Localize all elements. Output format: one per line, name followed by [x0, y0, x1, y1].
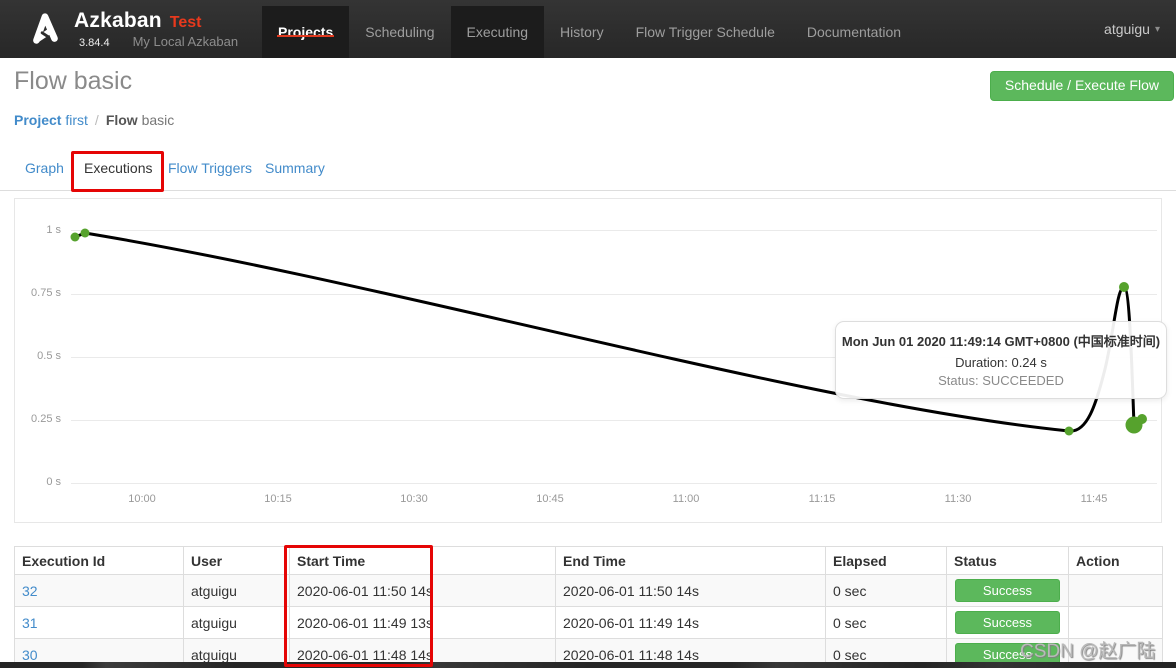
nav-item-history-label: History	[560, 24, 604, 40]
brand[interactable]: Azkaban Test 3.84.4 My Local Azkaban	[26, 9, 238, 49]
breadcrumb-flow-strong: Flow	[105, 112, 138, 128]
nav-item-scheduling-label: Scheduling	[365, 24, 435, 40]
execution-id-link[interactable]: 31	[22, 614, 38, 631]
breadcrumb-flow-rest: basic	[137, 112, 175, 128]
x-axis-label: 11:45	[1080, 493, 1108, 505]
nav-item-flow-trigger-schedule-label: Flow Trigger Schedule	[635, 24, 775, 40]
nav-item-projects[interactable]: Projects	[262, 6, 350, 58]
x-axis-label: 11:00	[672, 493, 700, 505]
x-axis-label: 10:15	[264, 493, 292, 505]
breadcrumb-project-strong: Project	[14, 112, 62, 128]
x-axis-label: 11:15	[808, 493, 836, 505]
nav-item-scheduling[interactable]: Scheduling	[349, 6, 450, 58]
x-axis-label: 10:30	[400, 493, 428, 505]
tab-flow-triggers[interactable]: Flow Triggers	[168, 160, 253, 176]
header-elapsed: Elapsed	[825, 546, 947, 575]
watermark: CSDN @赵广陆	[1020, 641, 1156, 662]
header-action: Action	[1068, 546, 1163, 575]
top-navbar: Azkaban Test 3.84.4 My Local Azkaban Pro…	[0, 0, 1176, 58]
breadcrumb-separator: /	[94, 112, 99, 128]
brand-name: Azkaban	[74, 9, 162, 32]
data-point[interactable]	[1137, 414, 1147, 424]
tooltip-duration: Duration: 0.24 s	[955, 355, 1047, 370]
data-point[interactable]	[1064, 426, 1074, 436]
brand-env-label: Test	[169, 14, 202, 31]
table-header-row: Execution Id User Start Time End Time El…	[14, 546, 1163, 575]
gridline-075s	[71, 294, 1157, 295]
cell-end-time: 2020-06-01 11:50 14s	[555, 574, 826, 607]
cell-start-time: 2020-06-01 11:49 13s	[289, 606, 556, 639]
cell-end-time: 2020-06-01 11:49 14s	[555, 606, 826, 639]
azkaban-logo-icon	[33, 13, 58, 44]
header-status: Status	[946, 546, 1069, 575]
header-user: User	[183, 546, 290, 575]
executions-table: Execution Id User Start Time End Time El…	[14, 546, 1163, 668]
table-row: 31 atguigu 2020-06-01 11:49 13s 2020-06-…	[14, 606, 1163, 639]
nav-item-documentation[interactable]: Documentation	[791, 6, 917, 58]
nav-item-flow-trigger-schedule[interactable]: Flow Trigger Schedule	[620, 6, 791, 58]
brand-subtitle: My Local Azkaban	[132, 34, 239, 49]
tooltip-status: Status: SUCCEEDED	[938, 373, 1064, 388]
schedule-execute-flow-button[interactable]: Schedule / Execute Flow	[989, 71, 1174, 101]
x-axis-label: 10:45	[536, 493, 564, 505]
breadcrumb-project-link[interactable]: Project first	[14, 112, 88, 128]
page-title: Flow basic	[14, 67, 133, 95]
user-menu[interactable]: atguigu ▾	[1104, 0, 1160, 58]
tab-graph[interactable]: Graph	[25, 160, 64, 176]
cell-elapsed: 0 sec	[825, 574, 947, 607]
breadcrumb-project-rest: first	[61, 112, 88, 128]
cell-action	[1068, 606, 1163, 639]
gridline-1s	[71, 230, 1157, 231]
cell-user: atguigu	[183, 574, 290, 607]
nav-item-executing[interactable]: Executing	[450, 6, 545, 58]
y-axis-label: 0.25 s	[31, 413, 61, 425]
brand-version: 3.84.4	[79, 37, 110, 49]
breadcrumb-bar: Project first / Flow basic	[0, 103, 1176, 138]
status-badge-success[interactable]: Success	[955, 611, 1060, 634]
caret-down-icon: ▾	[1154, 23, 1160, 35]
header-execution-id: Execution Id	[14, 546, 184, 575]
nav-item-documentation-label: Documentation	[806, 24, 902, 40]
cell-user: atguigu	[183, 606, 290, 639]
nav-item-history[interactable]: History	[544, 6, 620, 58]
header-start-time: Start Time	[289, 546, 556, 575]
x-axis-label: 10:00	[128, 493, 156, 505]
tooltip-title: Mon Jun 01 2020 11:49:14 GMT+0800 (中国标准时…	[841, 334, 1161, 349]
data-point[interactable]	[70, 232, 80, 242]
x-axis-label: 11:30	[944, 493, 972, 505]
execution-id-link[interactable]: 30	[22, 646, 38, 663]
nav-item-projects-label: Projects	[278, 24, 334, 40]
cell-elapsed: 0 sec	[825, 606, 947, 639]
tab-bar: Graph Executions Flow Triggers Summary	[0, 137, 1176, 191]
data-point[interactable]	[1119, 282, 1129, 292]
cell-start-time: 2020-06-01 11:50 14s	[289, 574, 556, 607]
duration-chart-panel: 1 s 0.75 s 0.5 s 0.25 s 0 s 10:00 10:15 …	[14, 198, 1167, 523]
y-axis-label: 1 s	[46, 224, 61, 236]
brand-text: Azkaban Test 3.84.4 My Local Azkaban	[74, 9, 238, 49]
tab-summary[interactable]: Summary	[265, 160, 325, 176]
cell-action	[1068, 574, 1163, 607]
chart-tooltip: Mon Jun 01 2020 11:49:14 GMT+0800 (中国标准时…	[835, 321, 1167, 399]
table-row: 32 atguigu 2020-06-01 11:50 14s 2020-06-…	[14, 574, 1163, 607]
gridline-05s	[71, 357, 1157, 358]
y-axis-label: 0.5 s	[37, 350, 61, 362]
status-badge-success[interactable]: Success	[955, 579, 1060, 602]
y-axis-label: 0.75 s	[31, 287, 61, 299]
breadcrumb: Project first / Flow basic	[14, 112, 174, 128]
nav-item-executing-label: Executing	[466, 24, 529, 40]
execution-id-link[interactable]: 32	[22, 582, 38, 599]
tab-executions[interactable]: Executions	[84, 160, 153, 176]
header-end-time: End Time	[555, 546, 826, 575]
nav-active-underline	[277, 35, 335, 37]
gridline-0s	[71, 483, 1157, 484]
y-axis-label: 0 s	[46, 476, 61, 488]
bottom-bar	[0, 662, 1176, 668]
data-point[interactable]	[80, 228, 90, 238]
main-nav: Projects Scheduling Executing History Fl…	[262, 0, 917, 58]
user-name: atguigu	[1104, 21, 1150, 37]
gridline-025s	[71, 420, 1157, 421]
